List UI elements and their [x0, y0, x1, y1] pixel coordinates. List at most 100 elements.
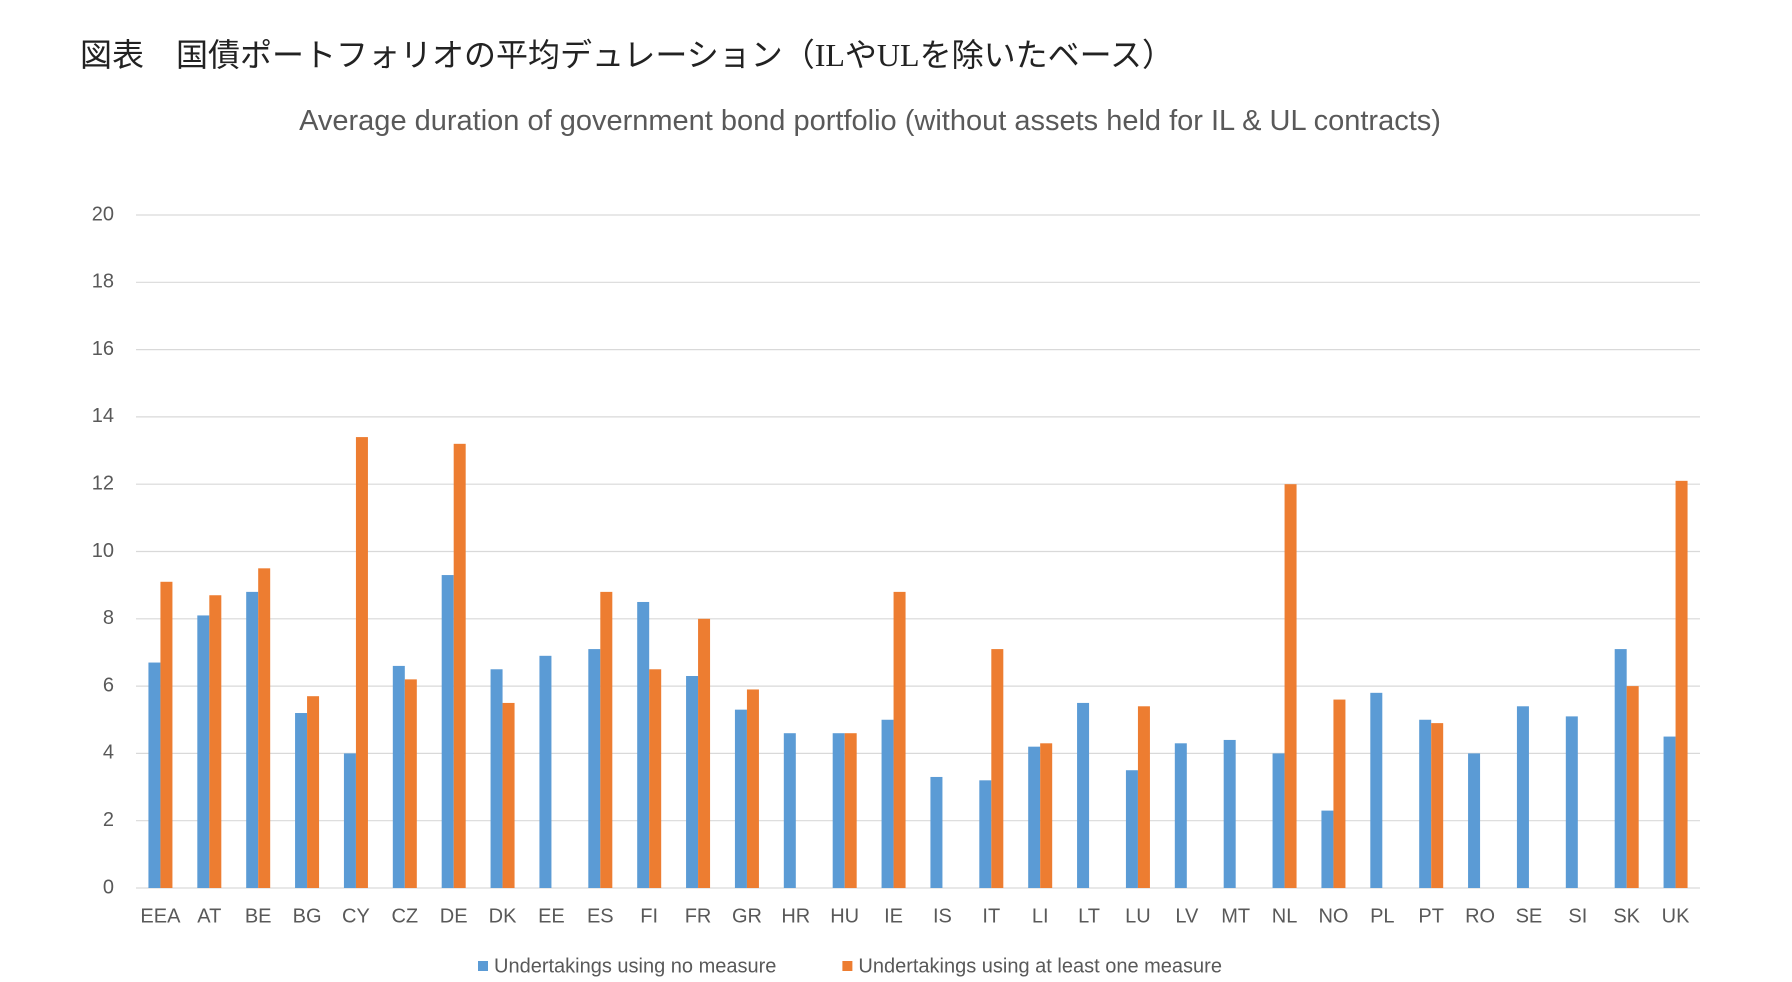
bar [258, 568, 271, 888]
x-tick-label: FI [640, 905, 658, 927]
x-tick-label: BE [245, 905, 272, 927]
bar [844, 733, 857, 888]
x-tick-label: FR [685, 905, 712, 927]
bar [734, 709, 747, 888]
bar [1333, 699, 1346, 888]
bar [1431, 723, 1444, 888]
x-tick-label: LV [1175, 905, 1199, 927]
x-tick-label: SI [1568, 905, 1587, 927]
x-tick-label: GR [732, 905, 762, 927]
bar [1223, 739, 1236, 888]
bar [343, 753, 356, 888]
x-tick-label: LT [1078, 905, 1100, 927]
bar [979, 780, 992, 888]
bar [209, 595, 222, 888]
x-tick-label: LI [1032, 905, 1049, 927]
x-tick-label: CY [342, 905, 370, 927]
bar [832, 733, 845, 888]
x-tick-label: EEA [140, 905, 181, 927]
bar [1614, 649, 1627, 888]
x-tick-label: AT [197, 905, 221, 927]
x-tick-label: PT [1418, 905, 1444, 927]
x-tick-label: NO [1318, 905, 1348, 927]
x-tick-label: HU [830, 905, 859, 927]
x-tick-label: ES [587, 905, 614, 927]
bar [392, 665, 405, 888]
y-tick-label: 6 [103, 674, 114, 696]
y-tick-label: 10 [92, 540, 114, 562]
bar [246, 591, 259, 888]
bar [502, 702, 515, 888]
bar [686, 676, 699, 888]
bar [588, 649, 601, 888]
bar [1663, 736, 1676, 888]
x-tick-label: IE [884, 905, 903, 927]
bar [881, 719, 894, 888]
bar [783, 733, 796, 888]
bar [1565, 716, 1578, 888]
bar [1272, 753, 1285, 888]
bar [160, 581, 173, 888]
bar [148, 662, 161, 888]
legend-swatch [842, 961, 853, 971]
bar [746, 689, 759, 888]
chart-title: Average duration of government bond port… [299, 105, 1441, 137]
x-tick-label: DE [440, 905, 468, 927]
bar [1040, 743, 1053, 888]
legend-swatch [478, 961, 488, 971]
y-tick-label: 14 [92, 405, 114, 427]
figure-caption: 図表 国債ポートフォリオの平均デュレーション（ILやULを除いたベース） [80, 37, 1174, 73]
bar [991, 649, 1004, 888]
y-tick-label: 20 [92, 203, 114, 225]
bar [893, 591, 906, 888]
x-tick-label: IT [982, 905, 1000, 927]
bar [1675, 480, 1688, 888]
x-tick-label: RO [1465, 905, 1495, 927]
bar [404, 679, 417, 888]
y-tick-label: 4 [103, 742, 114, 764]
bar [637, 601, 650, 888]
x-tick-label: SK [1613, 905, 1640, 927]
x-tick-label: IS [933, 905, 952, 927]
bar [441, 575, 454, 888]
x-tick-label: BG [293, 905, 322, 927]
y-tick-label: 2 [103, 809, 114, 831]
x-tick-label: DK [489, 905, 517, 927]
bar [600, 591, 613, 888]
x-tick-label: EE [538, 905, 565, 927]
bar [1419, 719, 1432, 888]
bar [1125, 770, 1138, 888]
y-tick-label: 16 [92, 338, 114, 360]
x-tick-label: MT [1221, 905, 1250, 927]
bar [1174, 743, 1187, 888]
bar [355, 437, 368, 888]
bar [197, 615, 210, 888]
bar [1468, 753, 1481, 888]
legend-label: Undertakings using no measure [494, 955, 776, 977]
bar [1321, 810, 1334, 888]
bar [1516, 706, 1529, 888]
bar [490, 669, 503, 888]
bar [1028, 746, 1041, 888]
x-tick-label: NL [1272, 905, 1298, 927]
x-tick-label: LU [1125, 905, 1151, 927]
bar [1284, 484, 1297, 888]
y-tick-label: 12 [92, 472, 114, 494]
bar [1626, 686, 1639, 888]
x-tick-label: CZ [391, 905, 418, 927]
x-tick-label: SE [1516, 905, 1543, 927]
y-tick-label: 8 [103, 607, 114, 629]
bar [453, 443, 466, 888]
bar [1077, 702, 1090, 888]
legend-label: Undertakings using at least one measure [858, 955, 1222, 977]
y-tick-label: 18 [92, 271, 114, 293]
x-tick-label: PL [1370, 905, 1394, 927]
bar [1137, 706, 1150, 888]
y-tick-label: 0 [103, 876, 114, 898]
bar [930, 776, 943, 888]
bar [295, 713, 308, 888]
x-tick-label: HR [781, 905, 810, 927]
x-tick-label: UK [1662, 905, 1690, 927]
